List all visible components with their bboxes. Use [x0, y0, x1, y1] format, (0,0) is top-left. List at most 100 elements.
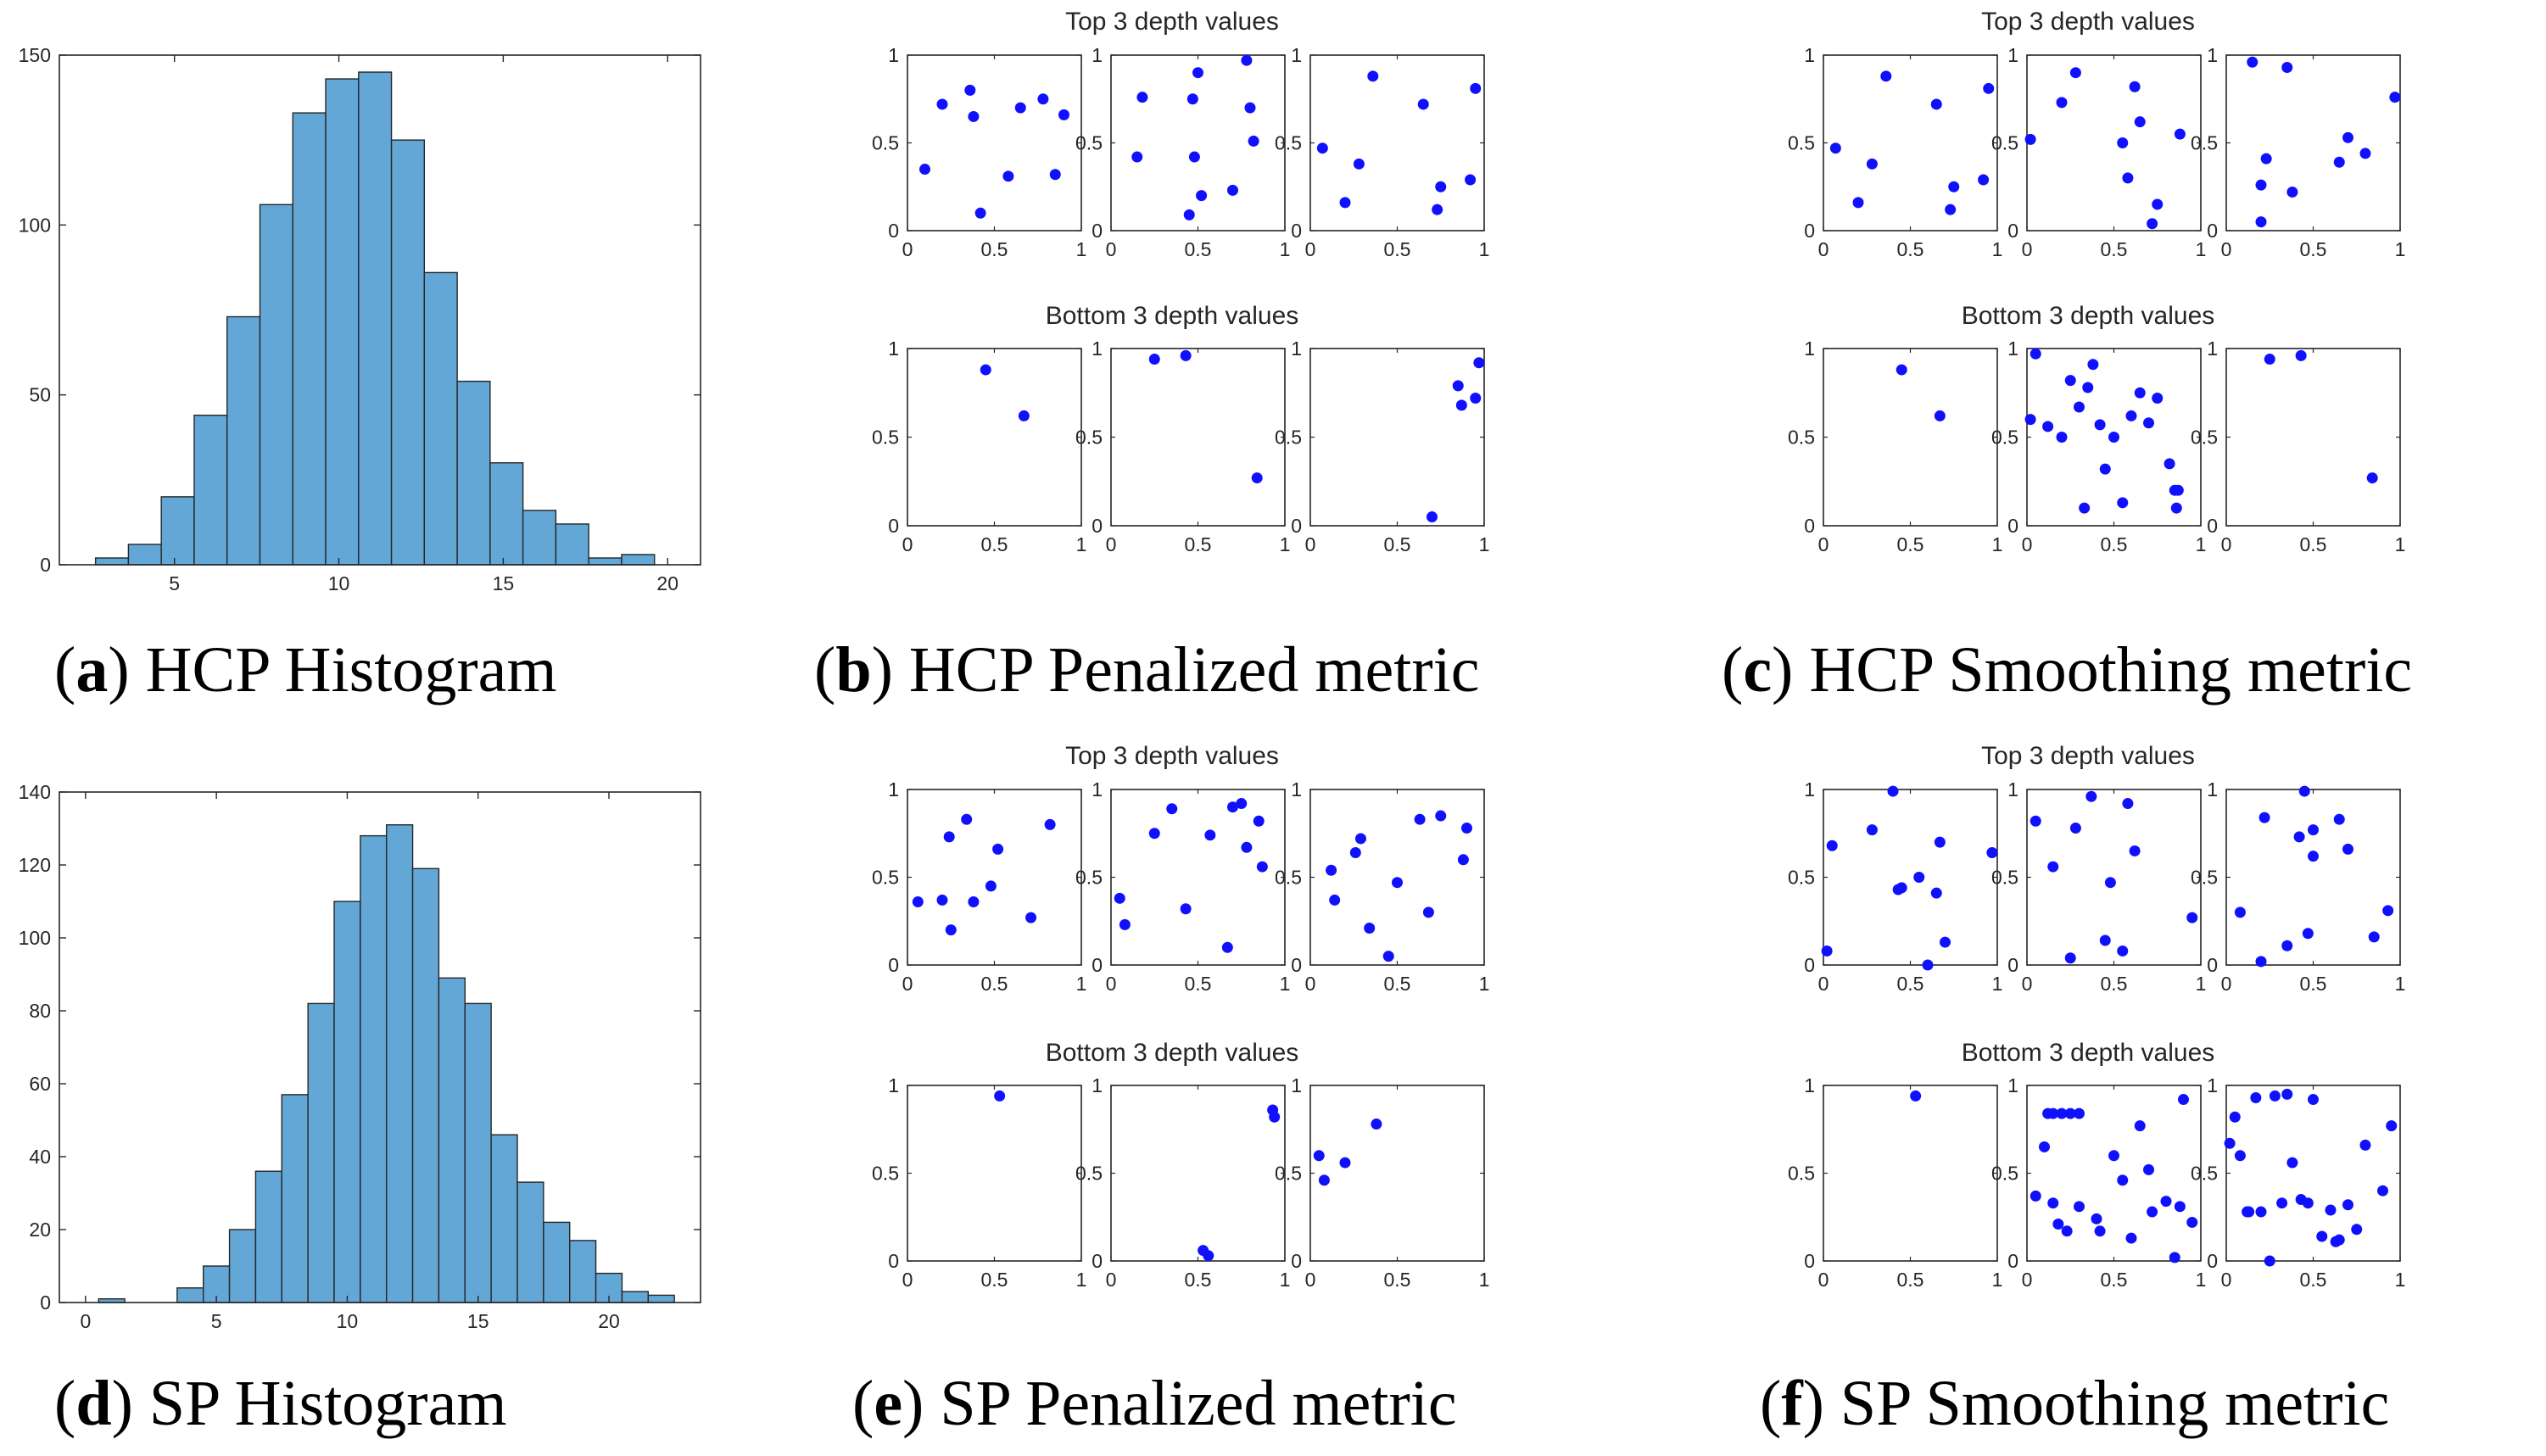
scatter-point: [2052, 1219, 2064, 1230]
histogram-bar: [522, 510, 557, 566]
x-tick-label: 0.5: [2300, 533, 2327, 555]
scatter-point: [2042, 421, 2054, 432]
x-tick-label: 10: [328, 572, 350, 594]
caption-letter: d: [75, 1368, 111, 1439]
scatter-point: [1002, 170, 1014, 182]
scatter-point: [2047, 1197, 2059, 1209]
scatter-point: [2108, 432, 2119, 443]
scatter-point: [994, 1090, 1006, 1102]
x-tick-label: 1: [2395, 238, 2406, 260]
x-tick-label: 0.5: [1185, 238, 1212, 260]
y-tick-label: 0.5: [1788, 867, 1815, 889]
scatter-point: [2056, 1107, 2068, 1119]
y-tick-label: 1: [888, 778, 899, 801]
x-tick-label: 1: [1280, 1269, 1291, 1291]
x-tick-label: 20: [598, 1310, 620, 1332]
scatter-point: [2104, 877, 2116, 889]
group-title: Top 3 depth values: [1065, 742, 1279, 770]
histogram-bar: [423, 271, 458, 566]
scatter-point: [1354, 833, 1366, 845]
scatter-point: [1382, 951, 1394, 962]
axes-box: [2026, 789, 2202, 966]
scatter-point: [1248, 135, 1259, 147]
scatter-point: [2122, 798, 2134, 810]
scatter-panel: 00 0.5 0.5 1 1: [872, 44, 1086, 260]
scatter-point: [964, 84, 976, 96]
x-tick-label: 15: [493, 572, 515, 594]
scatter-point: [2342, 843, 2353, 855]
scatter-point: [1353, 158, 1365, 170]
scatter-point: [1470, 82, 1482, 94]
y-tick-label: 0: [1804, 1250, 1815, 1272]
y-tick-label: 0.5: [1788, 1163, 1815, 1185]
histogram-bar: [386, 824, 414, 1303]
histogram-bar: [358, 71, 393, 566]
scatter-point: [2085, 790, 2097, 802]
scatter-point: [2147, 218, 2158, 230]
x-tick-label: 0: [2221, 238, 2232, 260]
caption-c: (c) HCP Smoothing metric: [1722, 634, 2412, 706]
scatter-point: [2087, 359, 2099, 371]
scatter-point: [2129, 845, 2141, 856]
scatter-point: [2117, 497, 2129, 509]
x-tick-label: 1: [1992, 533, 2003, 555]
caption-b: (b) HCP Penalized metric: [814, 634, 1479, 706]
scatter-point: [1192, 67, 1203, 79]
y-tick-label: 100: [19, 214, 51, 236]
scatter-point: [1166, 803, 1178, 815]
scatter-point: [2117, 945, 2129, 957]
y-tick-label: 0: [1804, 954, 1815, 976]
y-tick-label: 0.5: [1075, 132, 1103, 154]
axes-box: [907, 1085, 1082, 1262]
histogram-bar: [176, 1287, 204, 1303]
y-tick-label: 0.5: [872, 132, 899, 154]
scatter-point: [980, 364, 991, 376]
y-tick-label: 1: [2207, 44, 2218, 66]
histogram-bar: [516, 1181, 544, 1303]
scatter-point: [1204, 829, 1216, 841]
x-tick-label: 0.5: [1384, 1269, 1411, 1291]
scatter-point: [2064, 952, 2076, 964]
y-tick-label: 0.5: [1075, 427, 1103, 449]
scatter-point: [1241, 54, 1253, 66]
scatter-panel: 00 0.5 0.5 1 1: [872, 778, 1086, 995]
axes-box: [2225, 54, 2401, 232]
axes-box: [1110, 1085, 1286, 1262]
scatter-point: [2250, 1091, 2262, 1103]
y-tick-label: 0: [1804, 515, 1815, 537]
y-tick-label: 1: [1092, 338, 1103, 360]
scatter-point: [2234, 1150, 2246, 1162]
scatter-point: [2074, 1107, 2085, 1119]
caption-letter: f: [1781, 1368, 1804, 1439]
axes-box: [2225, 1085, 2401, 1262]
x-tick-label: 1: [1479, 1269, 1490, 1291]
scatter-panel: 00 0.5 0.5 1 1: [2191, 778, 2405, 995]
scatter-point: [2030, 348, 2041, 360]
scatter-point: [2169, 1252, 2180, 1264]
scatter-point: [2094, 419, 2106, 431]
scatter-point: [2074, 401, 2085, 413]
y-tick-label: 0.5: [2191, 132, 2218, 154]
scatter-point: [1339, 197, 1351, 209]
scatter-point: [2186, 1216, 2198, 1228]
scatter-point: [2152, 393, 2164, 404]
scatter-figure-e: Top 3 depth values000.50.511000.50.51100…: [872, 742, 1489, 1291]
scatter-point: [2260, 153, 2272, 165]
caption-letter: b: [835, 634, 871, 706]
scatter-point: [1349, 847, 1361, 859]
y-tick-label: 0: [40, 1291, 51, 1314]
scatter-point: [2064, 375, 2076, 387]
scatter-point: [1316, 142, 1328, 154]
scatter-point: [2117, 1174, 2129, 1186]
scatter-point: [1180, 349, 1192, 361]
scatter-point: [1392, 877, 1403, 889]
axes-box: [1823, 1085, 1998, 1262]
scatter-point: [1183, 209, 1195, 220]
scatter-point: [2099, 934, 2111, 946]
scatter-point: [1251, 472, 1263, 484]
scatter-point: [2186, 912, 2198, 923]
y-tick-label: 0.5: [1788, 132, 1815, 154]
histogram-bar: [360, 834, 388, 1303]
group-title: Top 3 depth values: [1981, 8, 2195, 36]
